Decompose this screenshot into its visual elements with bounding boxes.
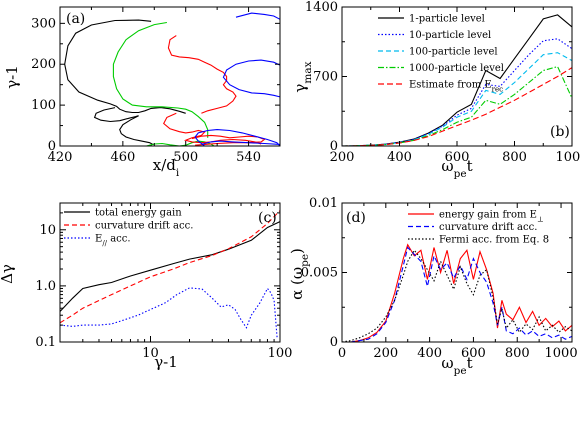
panel-b-x-tick-label: 800 — [502, 150, 527, 165]
panel-d-y-tick-label: 0 — [330, 335, 338, 350]
panel-c-y-tick-label: 0.1 — [35, 335, 56, 350]
panel-d-x-tick-label: 600 — [461, 346, 486, 361]
panel-a-trajectory — [194, 129, 281, 147]
panel-b-legend-label: 1-particle level — [409, 14, 485, 25]
panel-d-series-line — [342, 243, 573, 343]
panel-d-legend-label: Fermi acc. from Eq. 8 — [439, 235, 549, 246]
panel-a-trajectory — [163, 112, 262, 145]
panel-a-x-axis-label: x/di — [153, 156, 180, 179]
panel-b-y-tick-label: 1400 — [305, 0, 338, 15]
panel-b-y-axis-label: γmax — [291, 61, 314, 92]
panel-d-x-tick-label: 1000 — [545, 346, 578, 361]
panel-b-y-tick-label: 700 — [313, 70, 338, 85]
panel-a-trajectory — [64, 19, 186, 114]
panel-d-x-tick-label: 800 — [505, 346, 530, 361]
panel-a-x-tick-label: 460 — [110, 150, 135, 165]
panel-b-legend-label: 100-particle level — [409, 47, 498, 58]
panel-b-series-line — [341, 52, 573, 147]
panel-d-x-tick-label: 400 — [417, 346, 442, 361]
panel-a-y-tick-label: 100 — [31, 98, 56, 113]
panel-c-y-axis-label: Δγ — [0, 264, 16, 284]
panel-b-panel-label: (b) — [550, 124, 570, 140]
panel-a-trajectory — [167, 35, 237, 114]
panel-b-x-tick-label: 600 — [445, 150, 470, 165]
panel-b-legend-label: Estimate from Erec — [409, 80, 503, 94]
panel-a-trajectory — [201, 140, 281, 145]
panel-a-y-axis-label: γ-1 — [3, 65, 21, 89]
panel-a-trajectory — [112, 21, 209, 138]
panel-d-x-axis-label: ωpet — [441, 354, 472, 377]
panel-a-y-tick-label: 200 — [31, 57, 56, 72]
panel-c-series-line — [59, 287, 278, 338]
panel-d-series-line — [342, 246, 573, 343]
panel-b-legend-label: 1000-particle level — [409, 63, 504, 74]
panel-c-x-tick-label: 10 — [142, 346, 159, 361]
panel-c-legend-label: curvature drift acc. — [95, 221, 193, 232]
panel-d-y-axis-label: α (ωpe) — [288, 248, 311, 300]
panel-d-legend-label: energy gain from E⊥ — [439, 210, 544, 224]
panel-c-axes-frame — [59, 202, 281, 343]
panel-c-panel-label: (c) — [258, 210, 277, 226]
panel-c-x-tick-label: 100 — [268, 346, 293, 361]
panel-c-y-tick-label: 1.0 — [35, 279, 56, 294]
panel-b-legend-label: 10-particle level — [409, 30, 491, 41]
panel-a-x-tick-label: 420 — [48, 150, 73, 165]
panel-d-y-tick-label: 0.01 — [309, 196, 338, 211]
panel-a-axes-frame — [59, 6, 281, 147]
panel-c-series-line — [59, 210, 281, 324]
panel-c-legend-label: E// acc. — [95, 234, 131, 248]
panel-a-particle-trajectories: 420 460 500 540 0 100 200 300 (a) x/di γ-1 — [3, 6, 281, 179]
panel-d-series-line — [341, 249, 573, 343]
panel-c-series-line — [59, 221, 281, 312]
panel-d-x-tick-label: 200 — [373, 346, 398, 361]
panel-c-x-axis-label: γ-1 — [154, 353, 178, 371]
panel-c-y-tick-label: 10 — [39, 223, 56, 238]
panel-b-series-line — [341, 67, 573, 147]
panel-d-legend-label: curvature drift acc. — [439, 222, 537, 233]
panel-b-x-tick-label: 400 — [387, 150, 412, 165]
panel-a-trajectory — [222, 59, 281, 98]
panel-b-x-tick-label: 200 — [330, 150, 355, 165]
panel-a-trajectory — [235, 12, 281, 20]
panel-c-energy-gain: 10 100 0.1 1.0 10 total energy gain curvature … — [0, 202, 293, 371]
panel-b-max-energy: 200 400 600 800 1000 0 700 1400 1-particle level… — [291, 0, 581, 180]
panel-d-panel-label: (d) — [346, 210, 366, 226]
panel-c-legend-label: total energy gain — [95, 208, 182, 219]
panel-a-x-tick-label: 500 — [173, 150, 198, 165]
panel-a-x-tick-label: 540 — [236, 150, 261, 165]
panel-a-panel-label: (a) — [66, 11, 85, 27]
panel-a-trajectory — [93, 107, 155, 147]
panel-b-series-line — [341, 65, 573, 147]
panel-d-y-tick-label: 0.005 — [301, 266, 338, 281]
panel-a-y-tick-label: 0 — [48, 139, 56, 154]
panel-d-acceleration-rate: 0 200 400 600 800 1000 0 0.005 0.01 energy gain f… — [288, 196, 578, 377]
panel-b-y-tick-label: 0 — [330, 139, 338, 154]
panel-b-x-tick-label: 1000 — [555, 150, 581, 165]
panel-b-x-axis-label: ωpet — [441, 157, 472, 180]
panel-d-x-tick-label: 0 — [338, 346, 346, 361]
panel-a-y-tick-label: 300 — [31, 16, 56, 31]
